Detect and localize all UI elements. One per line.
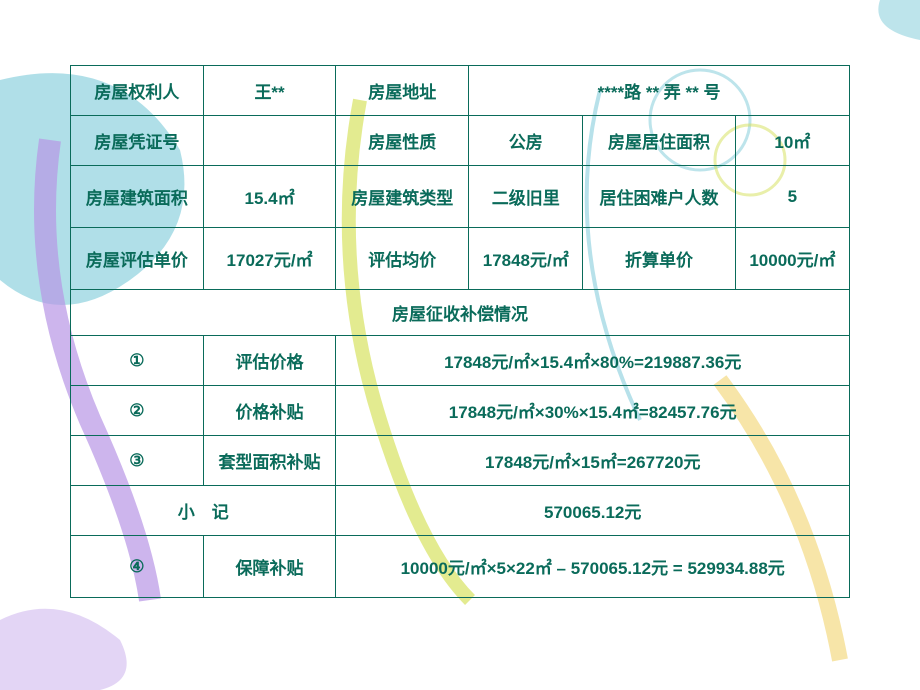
cell-owner-label: 房屋权利人 xyxy=(71,66,204,116)
cell-convunit-label: 折算单价 xyxy=(583,228,735,290)
cell-address-label: 房屋地址 xyxy=(336,66,469,116)
compensation-table-container: 房屋权利人 王** 房屋地址 ****路 ** 弄 ** 号 房屋凭证号 房屋性… xyxy=(70,65,850,598)
cell-calc3-num: ③ xyxy=(71,436,204,486)
table-row: 房屋权利人 王** 房屋地址 ****路 ** 弄 ** 号 xyxy=(71,66,850,116)
cell-calc4-label: 保障补贴 xyxy=(203,536,336,598)
table-row-calc: ① 评估价格 17848元/㎡×15.4㎡×80%=219887.36元 xyxy=(71,336,850,386)
cell-certno-value xyxy=(203,116,336,166)
cell-nature-label: 房屋性质 xyxy=(336,116,469,166)
cell-calc4-formula: 10000元/㎡×5×22㎡ – 570065.12元 = 529934.88元 xyxy=(336,536,850,598)
cell-calc1-formula: 17848元/㎡×15.4㎡×80%=219887.36元 xyxy=(336,336,850,386)
cell-livearea-value: 10㎡ xyxy=(735,116,849,166)
table-row: 房屋凭证号 房屋性质 公房 房屋居住面积 10㎡ xyxy=(71,116,850,166)
cell-evalunit-label: 房屋评估单价 xyxy=(71,228,204,290)
cell-convunit-value: 10000元/㎡ xyxy=(735,228,849,290)
cell-address-value: ****路 ** 弄 ** 号 xyxy=(469,66,850,116)
cell-calc3-formula: 17848元/㎡×15㎡=267720元 xyxy=(336,436,850,486)
cell-avgprice-value: 17848元/㎡ xyxy=(469,228,583,290)
table-row-section: 房屋征收补偿情况 xyxy=(71,290,850,336)
cell-hardship-label: 居住困难户人数 xyxy=(583,166,735,228)
cell-certno-label: 房屋凭证号 xyxy=(71,116,204,166)
cell-subtotal-value: 570065.12元 xyxy=(336,486,850,536)
cell-calc2-num: ② xyxy=(71,386,204,436)
cell-owner-value: 王** xyxy=(203,66,336,116)
cell-buildarea-value: 15.4㎡ xyxy=(203,166,336,228)
cell-buildtype-value: 二级旧里 xyxy=(469,166,583,228)
cell-buildarea-label: 房屋建筑面积 xyxy=(71,166,204,228)
cell-section-header: 房屋征收补偿情况 xyxy=(71,290,850,336)
compensation-table: 房屋权利人 王** 房屋地址 ****路 ** 弄 ** 号 房屋凭证号 房屋性… xyxy=(70,65,850,598)
cell-nature-value: 公房 xyxy=(469,116,583,166)
cell-calc1-num: ① xyxy=(71,336,204,386)
table-row-calc: ② 价格补贴 17848元/㎡×30%×15.4㎡=82457.76元 xyxy=(71,386,850,436)
table-row-calc: ③ 套型面积补贴 17848元/㎡×15㎡=267720元 xyxy=(71,436,850,486)
table-row-subtotal: 小 记 570065.12元 xyxy=(71,486,850,536)
cell-calc2-formula: 17848元/㎡×30%×15.4㎡=82457.76元 xyxy=(336,386,850,436)
cell-calc4-num: ④ xyxy=(71,536,204,598)
cell-avgprice-label: 评估均价 xyxy=(336,228,469,290)
cell-subtotal-label: 小 记 xyxy=(71,486,336,536)
cell-calc1-label: 评估价格 xyxy=(203,336,336,386)
table-row: 房屋建筑面积 15.4㎡ 房屋建筑类型 二级旧里 居住困难户人数 5 xyxy=(71,166,850,228)
cell-evalunit-value: 17027元/㎡ xyxy=(203,228,336,290)
cell-calc3-label: 套型面积补贴 xyxy=(203,436,336,486)
cell-calc2-label: 价格补贴 xyxy=(203,386,336,436)
table-row-calc: ④ 保障补贴 10000元/㎡×5×22㎡ – 570065.12元 = 529… xyxy=(71,536,850,598)
table-row: 房屋评估单价 17027元/㎡ 评估均价 17848元/㎡ 折算单价 10000… xyxy=(71,228,850,290)
cell-buildtype-label: 房屋建筑类型 xyxy=(336,166,469,228)
cell-livearea-label: 房屋居住面积 xyxy=(583,116,735,166)
cell-hardship-value: 5 xyxy=(735,166,849,228)
